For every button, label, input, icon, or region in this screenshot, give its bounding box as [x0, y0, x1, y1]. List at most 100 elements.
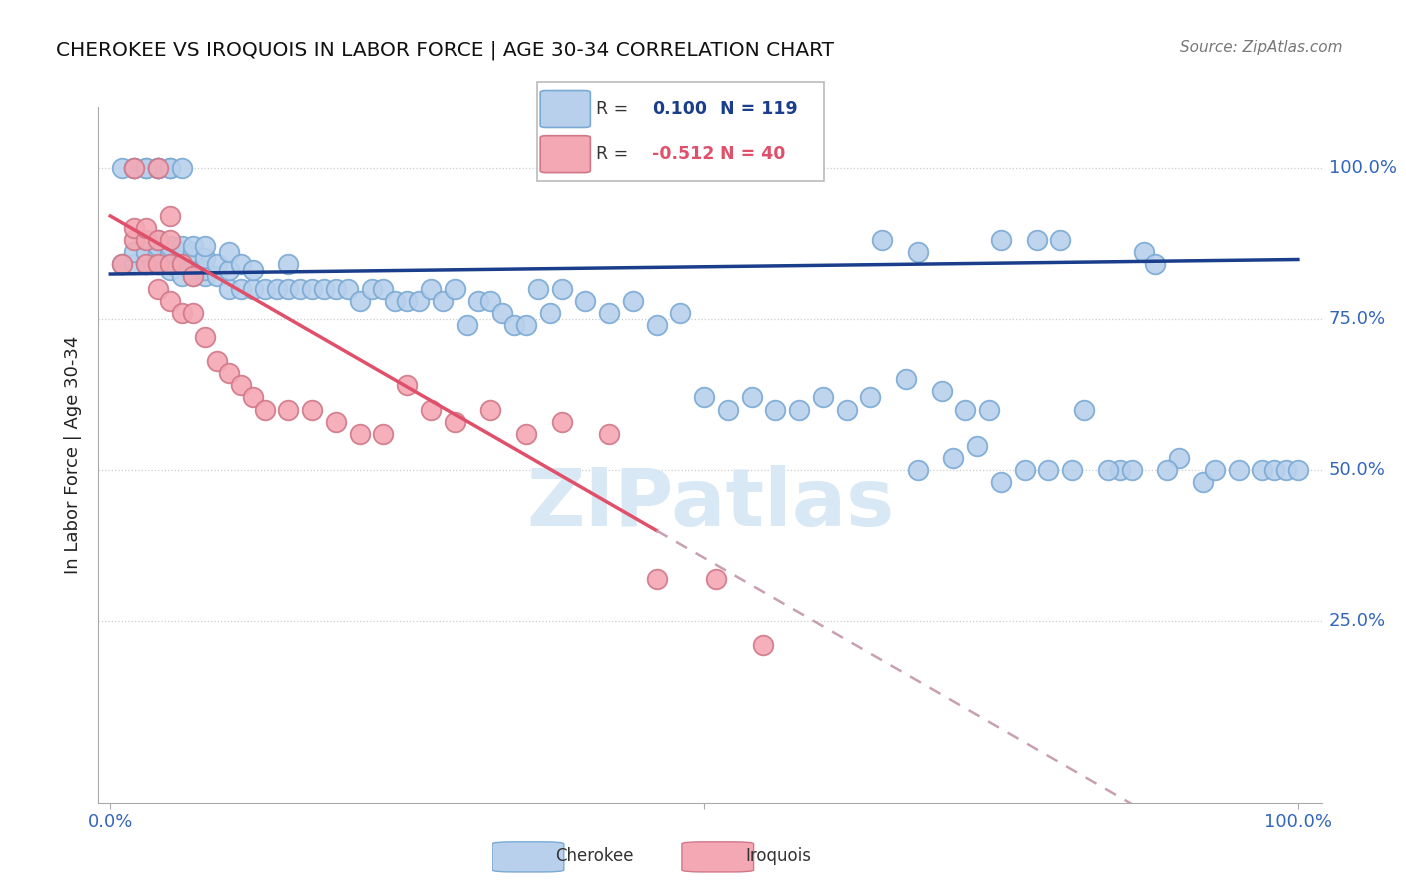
Text: Iroquois: Iroquois — [745, 847, 811, 865]
Point — [194, 252, 217, 266]
Point — [242, 281, 264, 295]
Point — [111, 257, 134, 271]
Text: 0.100: 0.100 — [652, 100, 707, 118]
Point — [277, 402, 299, 417]
Point — [669, 306, 692, 320]
Text: 50.0%: 50.0% — [1329, 461, 1385, 479]
Point — [420, 402, 443, 417]
Point — [373, 281, 395, 295]
Point — [122, 161, 145, 175]
Text: N = 40: N = 40 — [720, 145, 786, 163]
Point — [290, 281, 312, 295]
Point — [111, 257, 134, 271]
Point — [159, 245, 181, 260]
Point — [135, 233, 157, 247]
Point — [122, 161, 145, 175]
Point — [1049, 233, 1071, 247]
Point — [159, 257, 181, 271]
Point — [859, 391, 882, 405]
Point — [717, 402, 740, 417]
Point — [159, 161, 181, 175]
Point — [183, 269, 205, 284]
Text: CHEROKEE VS IROQUOIS IN LABOR FORCE | AGE 30-34 CORRELATION CHART: CHEROKEE VS IROQUOIS IN LABOR FORCE | AG… — [56, 40, 834, 60]
Point — [1227, 463, 1250, 477]
Point — [1025, 233, 1047, 247]
Point — [312, 281, 335, 295]
Point — [229, 378, 252, 392]
Text: R =: R = — [596, 100, 634, 118]
Point — [384, 293, 406, 308]
Point — [527, 281, 550, 295]
Point — [301, 402, 323, 417]
Point — [218, 366, 240, 380]
Point — [218, 281, 240, 295]
Point — [1108, 463, 1130, 477]
Point — [811, 391, 834, 405]
Point — [205, 354, 228, 368]
Point — [704, 572, 727, 586]
Point — [835, 402, 858, 417]
Point — [693, 391, 716, 405]
FancyBboxPatch shape — [682, 842, 754, 872]
Point — [135, 161, 157, 175]
Point — [159, 233, 181, 247]
Point — [146, 281, 169, 295]
Point — [1263, 463, 1285, 477]
Point — [870, 233, 893, 247]
Point — [894, 372, 917, 386]
Point — [242, 263, 264, 277]
Point — [550, 415, 572, 429]
Point — [787, 402, 810, 417]
Point — [122, 221, 145, 235]
Point — [1286, 463, 1309, 477]
Text: Cherokee: Cherokee — [555, 847, 634, 865]
Point — [183, 257, 205, 271]
Point — [170, 269, 193, 284]
Point — [1275, 463, 1298, 477]
Point — [907, 245, 929, 260]
Point — [242, 391, 264, 405]
Point — [135, 257, 157, 271]
Point — [515, 426, 537, 441]
Text: R =: R = — [596, 145, 634, 163]
Point — [990, 475, 1012, 490]
Text: 100.0%: 100.0% — [1329, 159, 1396, 177]
Point — [183, 306, 205, 320]
Point — [456, 318, 478, 332]
Point — [229, 281, 252, 295]
Point — [253, 281, 276, 295]
Point — [325, 281, 347, 295]
Point — [146, 233, 169, 247]
Point — [135, 245, 157, 260]
Point — [146, 239, 169, 253]
Point — [146, 257, 169, 271]
Point — [1168, 450, 1191, 465]
Point — [432, 293, 454, 308]
FancyBboxPatch shape — [537, 82, 824, 181]
Point — [277, 281, 299, 295]
Point — [194, 239, 217, 253]
Point — [170, 245, 193, 260]
Point — [1251, 463, 1274, 477]
Point — [122, 161, 145, 175]
Point — [621, 293, 644, 308]
Point — [990, 233, 1012, 247]
Point — [122, 233, 145, 247]
Point — [503, 318, 526, 332]
Point — [170, 161, 193, 175]
Point — [229, 257, 252, 271]
Point — [443, 281, 465, 295]
Point — [479, 293, 502, 308]
Point — [1038, 463, 1060, 477]
Point — [159, 161, 181, 175]
Point — [336, 281, 359, 295]
Point — [146, 233, 169, 247]
Point — [741, 391, 763, 405]
Point — [135, 161, 157, 175]
FancyBboxPatch shape — [540, 136, 591, 173]
Y-axis label: In Labor Force | Age 30-34: In Labor Force | Age 30-34 — [65, 335, 83, 574]
Point — [955, 402, 977, 417]
Point — [1097, 463, 1119, 477]
Point — [1144, 257, 1167, 271]
Point — [396, 293, 419, 308]
